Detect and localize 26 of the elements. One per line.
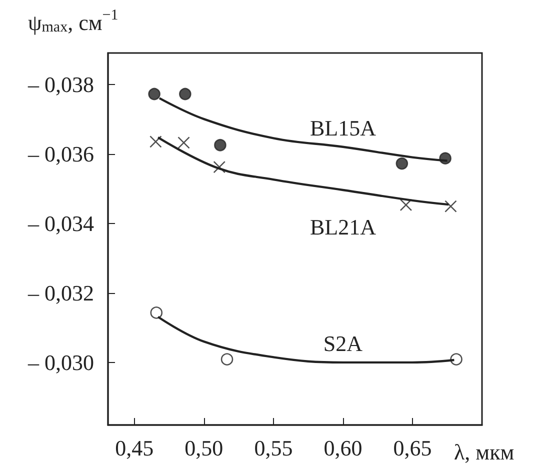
x-tick-label: 0,45 [115, 436, 154, 460]
point [150, 136, 162, 148]
x-axis-title: λ, мкм [454, 440, 514, 464]
y-tick-label: – 0,036 [27, 141, 94, 166]
series-label: S2A [323, 330, 363, 356]
point [148, 88, 160, 100]
series-label: BL15A [310, 115, 376, 140]
point [214, 138, 226, 152]
x-tick-label: 0,60 [324, 436, 362, 460]
x-tick-label: 0,65 [393, 436, 432, 460]
point [220, 353, 234, 366]
series-label: BL21A [310, 214, 376, 240]
point [396, 157, 408, 170]
point [150, 306, 163, 319]
point [178, 136, 190, 149]
point [213, 160, 226, 174]
y-tick-label: – 0,034 [27, 210, 94, 236]
y-tick-label: – 0,030 [27, 350, 94, 375]
x-tick-label: 0,55 [254, 436, 293, 460]
point [444, 200, 457, 212]
point [400, 198, 412, 212]
x-tick-label: 0,50 [184, 436, 224, 460]
point [450, 353, 462, 366]
y-tick-label: – 0,032 [27, 280, 94, 306]
point [179, 88, 192, 100]
y-tick-label: – 0,038 [27, 72, 94, 97]
